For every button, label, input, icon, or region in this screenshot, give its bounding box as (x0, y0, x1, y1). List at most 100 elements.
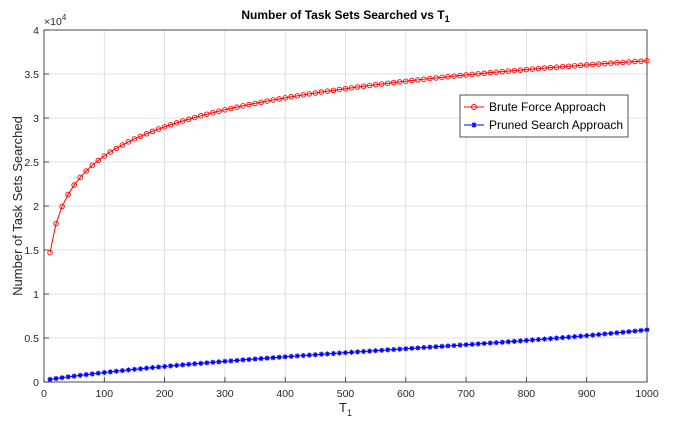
data-point (644, 327, 650, 333)
data-point (469, 71, 475, 78)
legend-item: Brute Force Approach (464, 100, 606, 114)
data-point (523, 66, 530, 73)
y-tick-label: 2.5 (24, 157, 39, 169)
data-point (312, 90, 319, 96)
data-point (378, 81, 385, 87)
data-point (487, 69, 493, 76)
data-point (626, 329, 632, 335)
data-point (384, 80, 391, 87)
data-point (427, 75, 433, 82)
data-point (499, 339, 505, 345)
data-point (457, 72, 463, 79)
data-point (137, 133, 144, 140)
data-point (252, 356, 258, 362)
data-point (258, 99, 264, 105)
data-point (228, 105, 234, 112)
data-point (421, 76, 427, 82)
data-point (644, 57, 650, 64)
data-point (632, 58, 638, 65)
y-tick-label: 2 (33, 201, 39, 213)
y-axis-multiplier-exponent: 4 (62, 13, 67, 22)
data-point (367, 348, 373, 354)
legend-label: Brute Force Approach (489, 100, 606, 114)
data-point (523, 337, 529, 344)
data-point (427, 344, 433, 350)
data-point (300, 352, 306, 359)
data-point (210, 359, 216, 365)
x-axis-ticks: 0 100 200 300 400 500 600 700 800 900 1000 (41, 377, 659, 400)
data-point (373, 348, 379, 354)
data-point (547, 336, 554, 342)
x-tick-label: 700 (457, 388, 475, 400)
data-point (155, 126, 162, 132)
data-point (65, 374, 71, 380)
data-point (240, 357, 246, 363)
data-point (385, 347, 391, 353)
data-point (119, 367, 125, 374)
data-point (180, 362, 186, 368)
data-point (161, 124, 168, 130)
data-point (306, 352, 312, 358)
data-point (391, 346, 397, 353)
data-point (300, 92, 307, 98)
x-axis-label: T1 (339, 400, 352, 418)
data-point (47, 376, 53, 382)
data-point (571, 63, 578, 69)
y-axis-label: Number of Task Sets Searched (10, 116, 25, 296)
data-point (216, 359, 222, 365)
data-point (149, 364, 156, 371)
y-tick-label: 3.5 (24, 69, 39, 81)
x-axis-label-subscript: 1 (347, 408, 352, 418)
data-point (620, 329, 626, 335)
data-point (270, 355, 276, 361)
data-point (167, 122, 174, 128)
data-point (258, 355, 264, 362)
data-point (517, 67, 524, 73)
data-point (59, 375, 65, 381)
y-tick-label: 0.5 (24, 333, 39, 345)
data-point (433, 75, 439, 81)
data-point (547, 64, 554, 71)
data-point (572, 333, 578, 340)
data-point (596, 331, 602, 338)
data-point (505, 68, 512, 74)
data-point (77, 174, 83, 181)
data-point (451, 73, 457, 79)
data-point (191, 114, 198, 121)
data-point (638, 327, 644, 334)
data-point (168, 363, 174, 369)
chart-title-subscript: 1 (445, 14, 450, 24)
series-line (49, 60, 648, 253)
data-point (541, 65, 548, 71)
data-point (288, 353, 294, 359)
legend: Brute Force Approach Pruned Search Approa… (459, 94, 629, 138)
data-point (577, 62, 584, 69)
legend-label: Pruned Search Approach (489, 118, 623, 132)
data-point (457, 342, 463, 348)
x-tick-label: 400 (276, 388, 294, 400)
data-point (608, 330, 614, 337)
data-point (204, 360, 210, 366)
data-point (433, 344, 439, 350)
data-point (529, 66, 536, 72)
data-point (83, 372, 89, 378)
legend-marker (471, 122, 477, 128)
data-point (614, 59, 620, 66)
data-point (324, 88, 331, 94)
data-point (65, 191, 71, 198)
data-point (578, 333, 584, 339)
data-point (95, 370, 101, 376)
data-point (553, 64, 560, 70)
data-point (143, 131, 150, 137)
data-point (186, 361, 192, 367)
data-point (77, 372, 83, 378)
y-tick-label: 3 (33, 113, 39, 125)
legend-item: Pruned Search Approach (464, 118, 623, 132)
data-point (517, 338, 523, 344)
data-point (294, 353, 300, 359)
data-point (53, 375, 59, 382)
data-point (360, 83, 367, 89)
data-point (312, 352, 318, 358)
data-point (101, 153, 108, 159)
